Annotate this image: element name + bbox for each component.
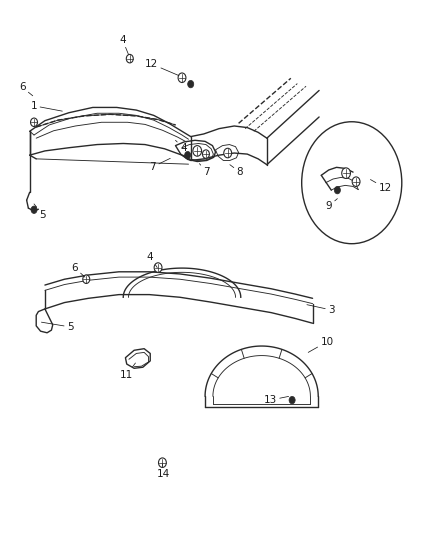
Circle shape (334, 187, 340, 194)
Circle shape (187, 80, 194, 88)
Text: 4: 4 (176, 140, 187, 153)
Text: 9: 9 (325, 199, 337, 211)
Text: 13: 13 (264, 395, 289, 405)
Circle shape (159, 458, 166, 467)
Circle shape (178, 73, 186, 83)
Text: 8: 8 (230, 165, 243, 177)
Text: 6: 6 (71, 263, 85, 277)
Text: 12: 12 (371, 180, 392, 193)
Circle shape (31, 206, 37, 214)
Text: 1: 1 (31, 101, 62, 111)
Circle shape (185, 151, 191, 159)
Text: 7: 7 (199, 164, 210, 177)
Circle shape (352, 177, 360, 187)
Circle shape (289, 397, 295, 404)
Text: 14: 14 (157, 464, 170, 479)
Text: 4: 4 (119, 35, 128, 54)
Circle shape (31, 118, 38, 126)
Circle shape (202, 150, 209, 158)
Circle shape (83, 275, 90, 284)
Text: 4: 4 (147, 252, 157, 268)
Text: 7: 7 (149, 158, 170, 172)
Text: 10: 10 (308, 337, 333, 352)
Circle shape (224, 148, 232, 158)
Text: 11: 11 (120, 363, 135, 379)
Circle shape (193, 146, 201, 156)
Text: 5: 5 (42, 322, 74, 332)
Text: 6: 6 (19, 82, 33, 96)
Circle shape (126, 54, 133, 63)
Circle shape (342, 168, 350, 179)
Text: 3: 3 (307, 305, 335, 315)
Text: 12: 12 (145, 59, 179, 76)
Circle shape (154, 263, 162, 272)
Text: 5: 5 (34, 204, 46, 220)
